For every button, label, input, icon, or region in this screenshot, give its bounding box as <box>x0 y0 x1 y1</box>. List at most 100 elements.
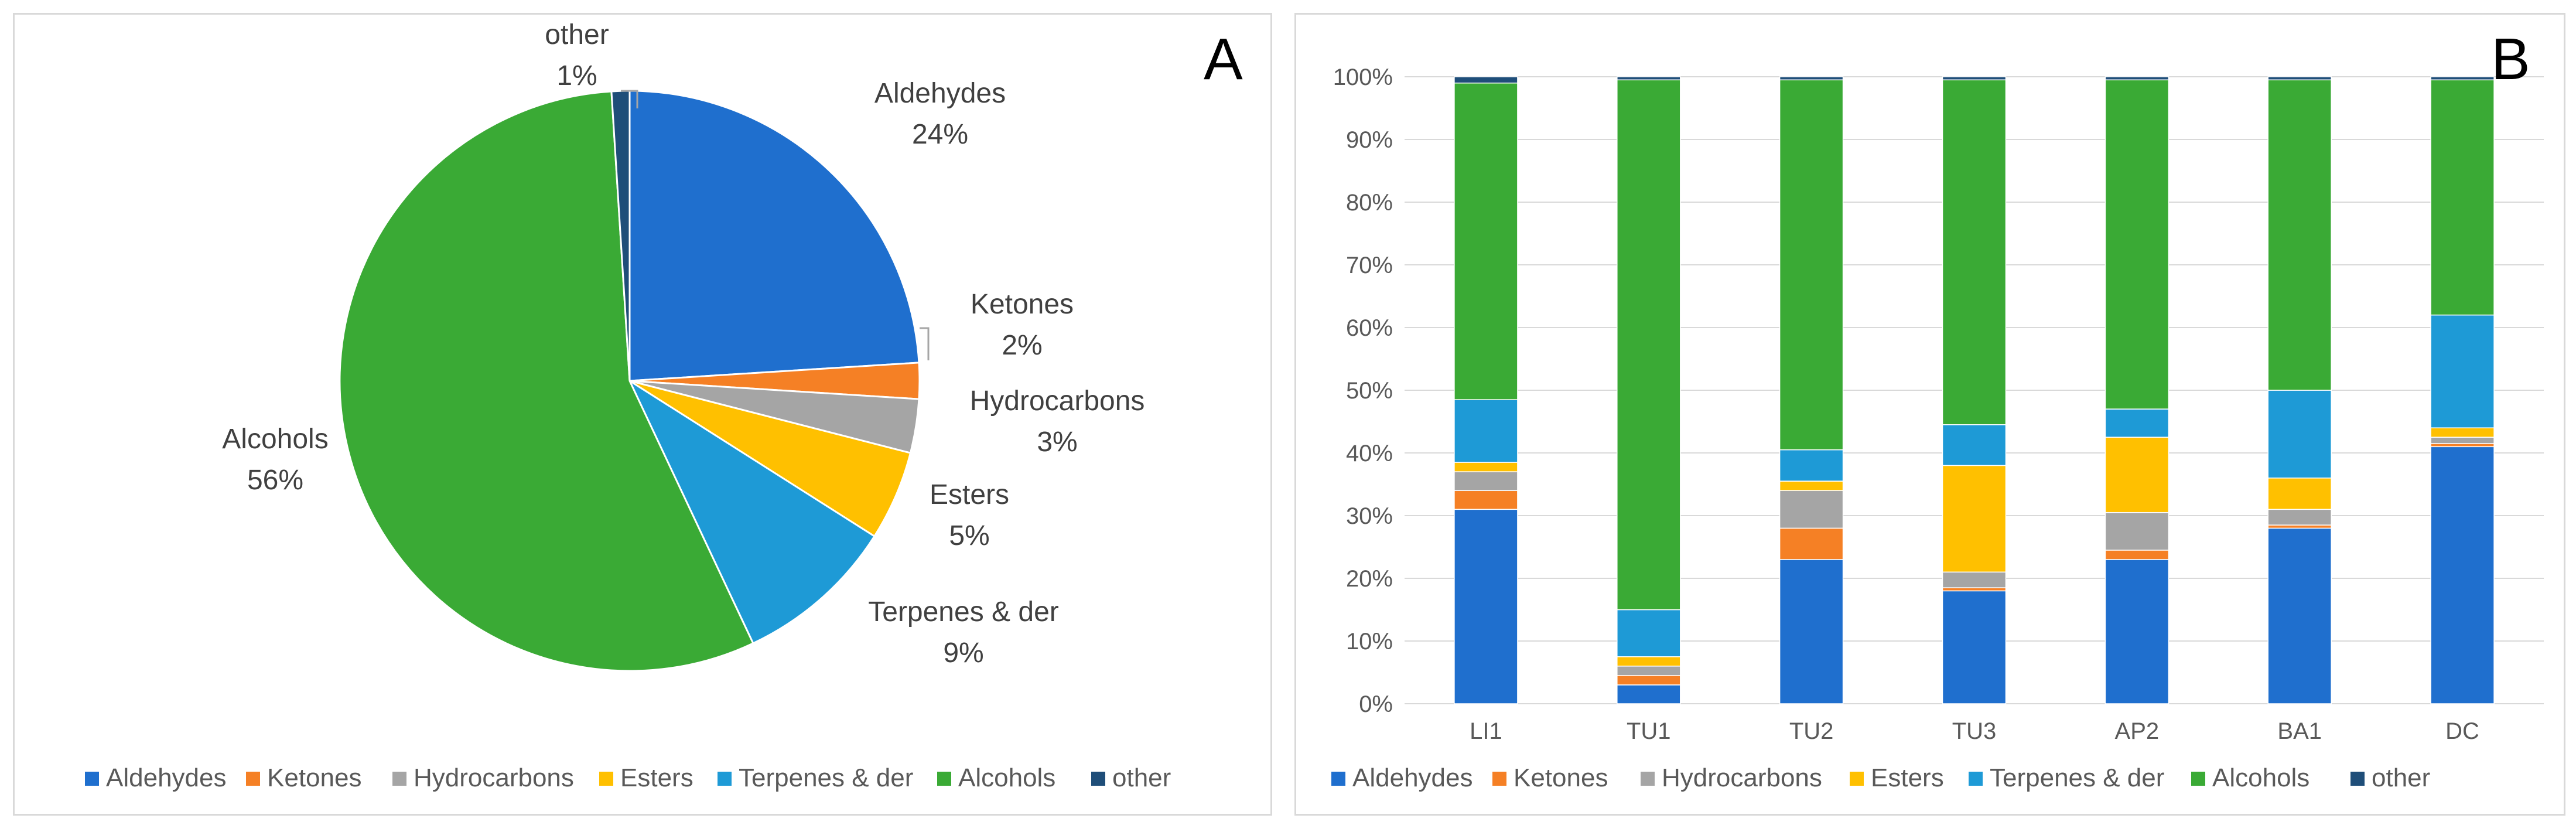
pie-slice-alcohols <box>339 90 754 672</box>
bar-segment-tu2-terpenes-and-der <box>1779 449 1844 482</box>
bar-segment-ba1-hydrocarbons <box>2267 509 2332 526</box>
bar-segment-tu3-esters <box>1942 465 2007 573</box>
bar-legend-swatch-esters <box>1850 772 1864 786</box>
pie-chart-panel: Aldehydes 24% Ketones 2% Hydrocarbons 3% Ester… <box>13 13 1272 816</box>
x-tick-label-tu2: TU2 <box>1789 718 1834 744</box>
pie-legend-label-hydrocarbons: Hydrocarbons <box>414 763 574 792</box>
bar-segment-ba1-esters <box>2267 478 2332 510</box>
bar-segment-ap2-esters <box>2104 437 2170 513</box>
bar-legend-label-aldehydes: Aldehydes <box>1352 763 1473 792</box>
bar-segment-tu2-aldehydes <box>1779 559 1844 704</box>
pie-label-terpenes-and-der: Terpenes & der <box>868 596 1059 628</box>
bar-segment-li1-aldehydes <box>1454 509 1518 704</box>
bar-segment-ap2-hydrocarbons <box>2104 512 2170 551</box>
bar-legend-swatch-other <box>2350 772 2365 786</box>
bar-segment-li1-ketones <box>1454 490 1518 510</box>
pie-legend-label-other: other <box>1112 763 1171 792</box>
pie-label-aldehydes: Aldehydes <box>874 78 1006 109</box>
y-tick-label: 30% <box>1346 503 1393 529</box>
y-tick-label: 20% <box>1346 566 1393 592</box>
pie-slice-terpenes-and-der <box>627 378 876 645</box>
pie-value-label-esters: 5% <box>949 520 989 551</box>
bar-segment-dc-hydrocarbons <box>2430 437 2495 444</box>
pie-legend-label-ketones: Ketones <box>267 763 361 792</box>
bar-segment-ba1-alcohols <box>2267 79 2332 391</box>
x-tick-label-dc: DC <box>2445 718 2479 744</box>
bar-segment-tu3-other <box>1942 76 2007 81</box>
bar-legend-label-hydrocarbons: Hydrocarbons <box>1662 763 1822 792</box>
bar-segment-dc-aldehydes <box>2430 446 2495 704</box>
bar-legend-swatch-alcohols <box>2191 772 2205 786</box>
pie-label-ketones: Ketones <box>971 289 1074 320</box>
bar-segment-tu3-aldehydes <box>1942 590 2007 704</box>
pie-legend-swatch-alcohols <box>937 772 951 786</box>
bar-segment-tu1-other <box>1617 76 1681 81</box>
bar-segment-tu3-terpenes-and-der <box>1942 424 2007 466</box>
pie-label-esters: Esters <box>930 479 1009 510</box>
pie-label-other: other <box>545 19 609 50</box>
bar-segment-tu3-alcohols <box>1942 79 2007 425</box>
y-tick-label: 100% <box>1333 64 1393 90</box>
pie-legend-swatch-aldehydes <box>85 772 99 786</box>
bar-legend-label-terpenes-and-der: Terpenes & der <box>1990 763 2164 792</box>
y-tick-label: 90% <box>1346 127 1393 153</box>
pie-legend-swatch-other <box>1091 772 1105 786</box>
pie-legend-label-aldehydes: Aldehydes <box>106 763 226 792</box>
bar-segment-ba1-terpenes-and-der <box>2267 390 2332 479</box>
pie-legend-label-esters: Esters <box>620 763 693 792</box>
bar-segment-tu1-esters <box>1617 656 1681 667</box>
pie-slice-aldehydes <box>628 90 920 382</box>
y-tick-label: 10% <box>1346 629 1393 654</box>
x-tick-label-ap2: AP2 <box>2115 718 2160 744</box>
bar-segment-tu1-aldehydes <box>1617 684 1681 704</box>
pie-label-alcohols: Alcohols <box>222 424 328 455</box>
bar-segment-tu2-ketones <box>1779 527 1844 560</box>
bar-segment-tu2-esters <box>1779 480 1844 491</box>
y-tick-label: 0% <box>1359 691 1393 717</box>
pie-value-label-ketones: 2% <box>1002 330 1042 361</box>
bar-legend-swatch-hydrocarbons <box>1641 772 1655 786</box>
panel-label-a: A <box>1204 26 1243 92</box>
y-tick-label: 50% <box>1346 378 1393 404</box>
pie-value-label-hydrocarbons: 3% <box>1037 427 1077 458</box>
bar-legend-label-alcohols: Alcohols <box>2212 763 2309 792</box>
bar-segment-dc-esters <box>2430 427 2495 438</box>
bar-legend-label-other: other <box>2372 763 2430 792</box>
bar-segment-ap2-aldehydes <box>2104 559 2170 704</box>
bar-segment-li1-terpenes-and-der <box>1454 399 1518 463</box>
pie-chart: Aldehydes 24% Ketones 2% Hydrocarbons 3% Ester… <box>85 19 1243 792</box>
bar-segment-ba1-aldehydes <box>2267 527 2332 704</box>
pie-legend-swatch-terpenes-and-der <box>718 772 732 786</box>
y-tick-label: 40% <box>1346 441 1393 466</box>
bar-segment-tu2-alcohols <box>1779 79 1844 451</box>
bar-legend-label-ketones: Ketones <box>1514 763 1608 792</box>
pie-legend-swatch-ketones <box>246 772 260 786</box>
bar-legend-swatch-aldehydes <box>1331 772 1345 786</box>
bar-segment-dc-alcohols <box>2430 79 2495 316</box>
stacked-bar-chart: 0% 10% 20% 30% 40% 50% 60% 70% 80% 90% 100% LI1 TU1… <box>1331 26 2544 792</box>
bar-segment-tu1-terpenes-and-der <box>1617 609 1681 657</box>
bar-segment-li1-hydrocarbons <box>1454 471 1518 491</box>
bar-legend-swatch-terpenes-and-der <box>1969 772 1983 786</box>
panel-label-b: B <box>2491 26 2530 92</box>
x-tick-label-li1: LI1 <box>1470 718 1502 744</box>
y-tick-label: 80% <box>1346 190 1393 216</box>
x-tick-label-tu1: TU1 <box>1627 718 1671 744</box>
bar-segment-li1-esters <box>1454 462 1518 472</box>
y-tick-label: 70% <box>1346 253 1393 278</box>
bar-segment-dc-terpenes-and-der <box>2430 314 2495 428</box>
pie-leader-ketones <box>920 327 930 360</box>
stacked-bar-chart-panel: 0% 10% 20% 30% 40% 50% 60% 70% 80% 90% 100% LI1 TU1… <box>1294 13 2565 816</box>
bar-segment-dc-ketones <box>2430 443 2495 448</box>
x-tick-label-ba1: BA1 <box>2277 718 2322 744</box>
pie-value-label-alcohols: 56% <box>247 465 303 496</box>
pie-legend-label-alcohols: Alcohols <box>958 763 1055 792</box>
bar-legend-label-esters: Esters <box>1871 763 1944 792</box>
pie-label-hydrocarbons: Hydrocarbons <box>970 386 1145 417</box>
pie-legend-label-terpenes-and-der: Terpenes & der <box>739 763 913 792</box>
x-tick-label-tu3: TU3 <box>1952 718 1997 744</box>
bar-segment-ap2-ketones <box>2104 550 2170 560</box>
bar-segment-tu3-hydrocarbons <box>1942 571 2007 588</box>
bar-segment-tu2-hydrocarbons <box>1779 490 1844 529</box>
pie-slice-esters <box>629 380 912 538</box>
